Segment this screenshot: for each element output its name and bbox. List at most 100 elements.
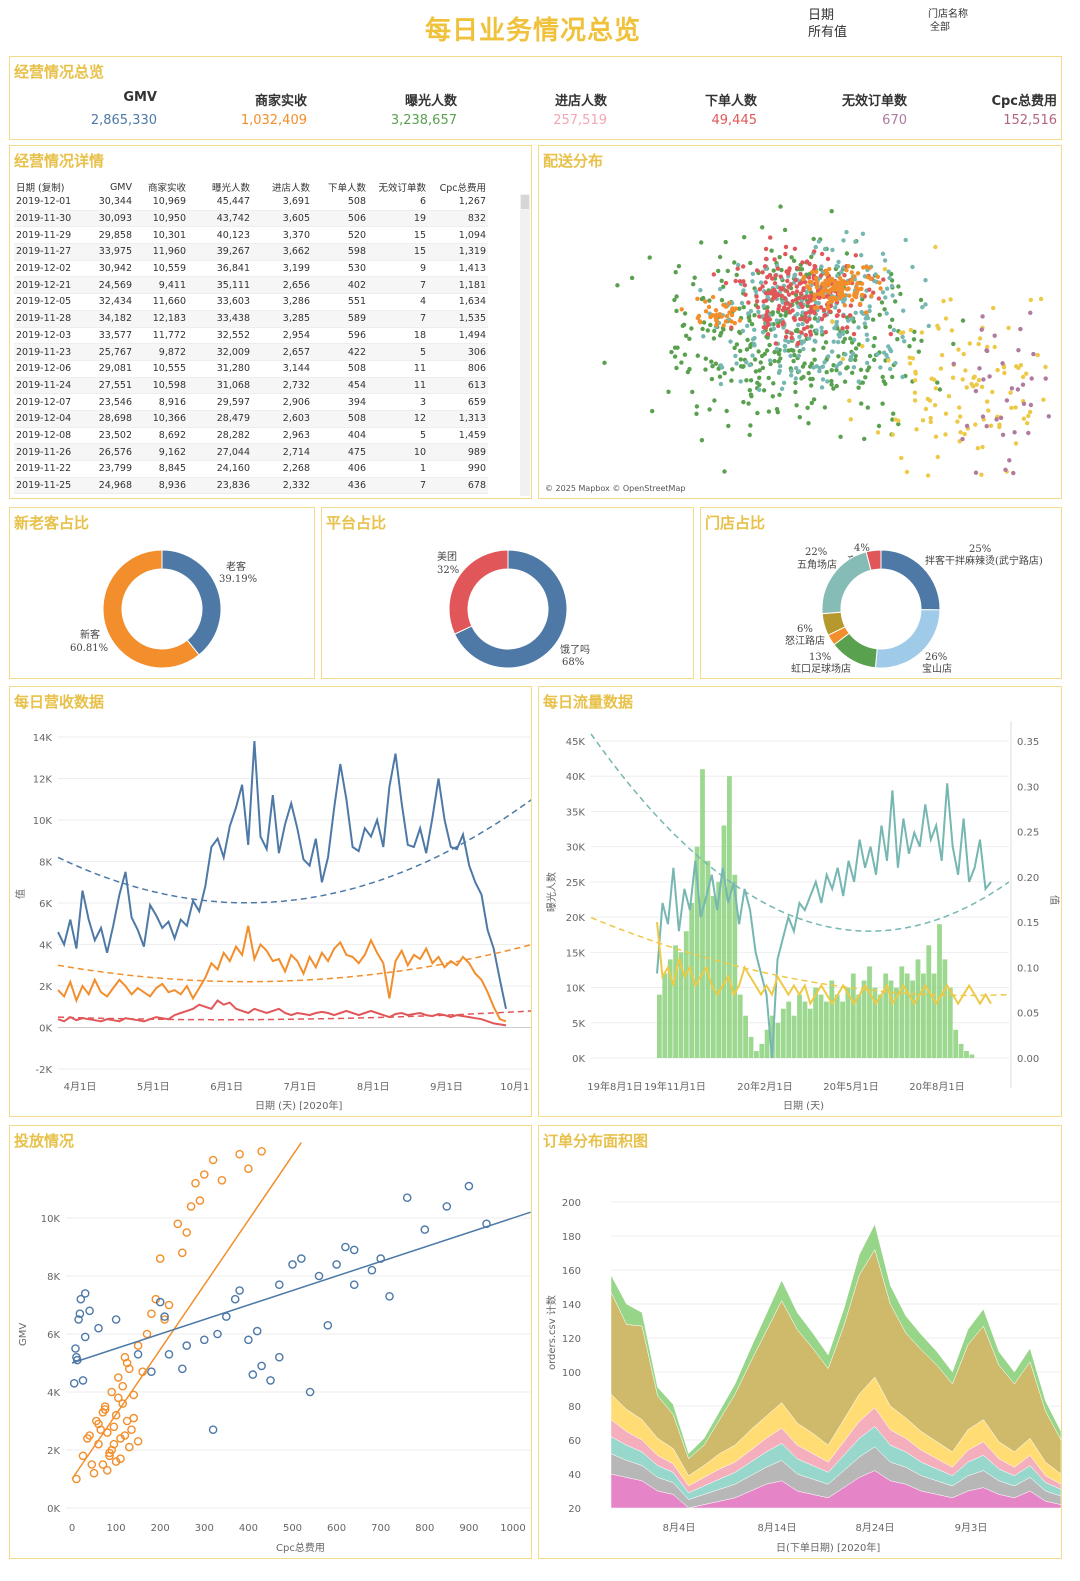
label-store-wuning: 拌客干拌麻辣烫(武宁路店) — [925, 554, 1043, 567]
table-row[interactable]: 2019-12-01 30,344 10,969 45,447 3,691 508 6 1,2… — [14, 194, 488, 211]
delivery-map[interactable] — [539, 176, 1059, 496]
traffic-bar — [829, 980, 835, 1058]
page-title: 每日业务情况总览 — [425, 16, 642, 46]
customer-donut-chart[interactable]: 老客 39.19% 新客 60.81% — [10, 508, 314, 678]
map-point — [1027, 409, 1033, 415]
col-orders[interactable]: 下单人数 — [327, 183, 366, 194]
traffic-x-tick: 20年5月1日 — [823, 1080, 878, 1093]
map-point — [757, 375, 762, 380]
scatter-point — [296, 1254, 306, 1263]
map-point — [717, 374, 723, 379]
traffic-bar — [689, 903, 695, 1058]
table-cell: 508 — [312, 194, 368, 211]
map-point — [695, 296, 700, 301]
store-donut-chart[interactable]: 25% 拌客干拌麻辣烫(武宁路店) 26% 宝山店 13% 虹口足球场店 6% … — [701, 508, 1061, 678]
col-visits[interactable]: 进店人数 — [271, 183, 310, 194]
date-filter-value[interactable]: 所有值 — [808, 25, 848, 40]
table-row[interactable]: 2019-12-03 33,577 11,772 32,552 2,954 596 18 1,… — [14, 327, 488, 345]
scatter-y-title: GMV — [18, 1323, 29, 1346]
area-chart[interactable]: orders.csv 计数 日(下单日期) [2020年] 20 40 60 80 10… — [539, 1126, 1061, 1558]
table-row[interactable]: 2019-11-29 29,858 10,301 40,123 3,370 520 15 1,… — [14, 226, 488, 245]
revenue-line-chart[interactable]: 值 日期 (天) [2020年] -2K 0K 2K 4K 6K 8K 10K 12K 14K 4… — [10, 687, 531, 1116]
table-row[interactable]: 2019-12-05 32,434 11,660 33,603 3,286 551 4 1,6… — [14, 293, 488, 311]
table-row[interactable]: 2019-12-07 23,546 8,916 29,597 2,906 394 3 659 — [14, 393, 488, 411]
revenue-y-tick: 0K — [39, 1024, 52, 1035]
table-row[interactable]: 2019-11-25 24,968 8,936 23,836 2,332 436 7 678 — [14, 477, 488, 495]
kpi-value-visits: 257,519 — [553, 113, 607, 128]
map-point — [787, 310, 793, 315]
traffic-bar — [818, 994, 824, 1058]
map-point — [848, 417, 853, 422]
map-point — [676, 264, 682, 269]
scatter-point — [111, 1410, 121, 1420]
detail-scrollbar-thumb[interactable] — [521, 195, 529, 209]
map-point — [730, 367, 735, 372]
col-gmv[interactable]: GMV — [109, 181, 132, 193]
map-point — [734, 342, 740, 347]
col-revenue[interactable]: 商家实收 — [147, 183, 186, 194]
table-row[interactable]: 2019-12-02 30,942 10,559 36,841 3,199 530 9 1,4… — [14, 260, 488, 278]
map-point — [819, 385, 825, 390]
scatter-point — [235, 1286, 244, 1295]
map-point — [757, 314, 762, 319]
map-point — [799, 280, 804, 285]
map-point — [819, 329, 825, 334]
map-point — [748, 344, 753, 350]
table-cell: 2,656 — [252, 276, 312, 295]
map-point — [796, 322, 801, 328]
store-donut-panel: 门店占比 25% 拌客干拌麻辣烫(武宁路店) 26% 宝山店 13% 虹口足球场… — [700, 507, 1062, 679]
map-point — [733, 306, 739, 311]
map-point — [794, 284, 799, 289]
table-row[interactable]: 2019-11-2023,4838,65523,7902,31740541,03… — [14, 493, 488, 498]
map-point — [712, 398, 717, 403]
table-row[interactable]: 2019-11-24 27,551 10,598 31,068 2,732 454 11 61… — [14, 377, 488, 395]
store-filter-value[interactable]: 全部 — [930, 22, 950, 33]
detail-scrollbar[interactable] — [520, 194, 530, 496]
map-point — [721, 284, 726, 289]
col-date[interactable]: 日期 (复制) — [16, 183, 65, 194]
map-point — [783, 334, 789, 340]
table-row[interactable]: 2019-12-06 29,081 10,555 31,280 3,144 508 11 80… — [14, 360, 488, 378]
map-point — [772, 358, 777, 364]
table-row[interactable]: 2019-12-08 23,502 8,692 28,282 2,963 404 5 1,45… — [14, 427, 488, 445]
map-point — [806, 370, 811, 376]
traffic-bar — [856, 994, 862, 1058]
map-point — [771, 326, 776, 331]
map-point — [961, 351, 966, 357]
pct-store-wujiaochang: 22% — [805, 547, 827, 558]
col-invalid[interactable]: 无效订单数 — [378, 183, 426, 194]
table-row[interactable]: 2019-12-04 28,698 10,366 28,479 2,603 508 12 1,… — [14, 410, 488, 428]
table-row[interactable]: 2019-11-23 25,767 9,872 32,009 2,657 422 5 306 — [14, 343, 488, 361]
table-row[interactable]: 2019-11-30 30,093 10,950 43,742 3,605 506 19 83… — [14, 210, 488, 228]
table-cell: 3,144 — [252, 360, 312, 378]
map-point — [711, 272, 716, 277]
map-point — [701, 334, 706, 339]
table-row[interactable]: 2019-11-27 33,975 11,960 39,267 3,662 598 15 1,… — [14, 243, 488, 261]
map-point — [825, 305, 831, 310]
map-point — [719, 330, 724, 336]
map-point — [776, 323, 781, 329]
col-exposure[interactable]: 曝光人数 — [211, 183, 250, 194]
scatter-chart[interactable]: GMV Cpc总费用 0K 2K 4K 6K 8K 10K 0 100 200 300 400 500… — [10, 1126, 531, 1558]
platform-donut-chart[interactable]: 美团 32% 饿了吗 68% — [322, 508, 693, 678]
map-point — [1024, 371, 1029, 376]
map-point — [1007, 458, 1012, 463]
map-point — [801, 346, 806, 352]
map-point — [853, 294, 859, 300]
traffic-chart[interactable]: 曝光人数 值 日期 (天) 0K 5K 10K 15K 20K 25K 30K 35K 40K 4… — [539, 687, 1061, 1116]
map-point — [1031, 351, 1036, 357]
table-row[interactable]: 2019-12-21 24,569 9,411 35,111 2,656 402 7 1,18… — [14, 276, 488, 295]
col-cpc[interactable]: Cpc总费用 — [439, 183, 486, 194]
map-point — [748, 423, 753, 428]
table-row[interactable]: 2019-11-22 23,799 8,845 24,160 2,268 406 1 990 — [14, 460, 488, 478]
map-point — [815, 281, 820, 287]
map-point — [973, 422, 978, 427]
map-point — [948, 297, 953, 302]
table-row[interactable]: 2019-11-26 26,576 9,162 27,044 2,714 475 10 989 — [14, 443, 488, 461]
traffic-panel-title: 每日流量数据 — [543, 693, 634, 711]
table-cell: 589 — [312, 310, 368, 328]
table-row[interactable]: 2019-11-28 34,182 12,183 33,438 3,285 589 7 1,5… — [14, 310, 488, 328]
table-cell: 394 — [312, 393, 368, 411]
scatter-point — [133, 1341, 143, 1350]
map-point — [737, 318, 743, 323]
